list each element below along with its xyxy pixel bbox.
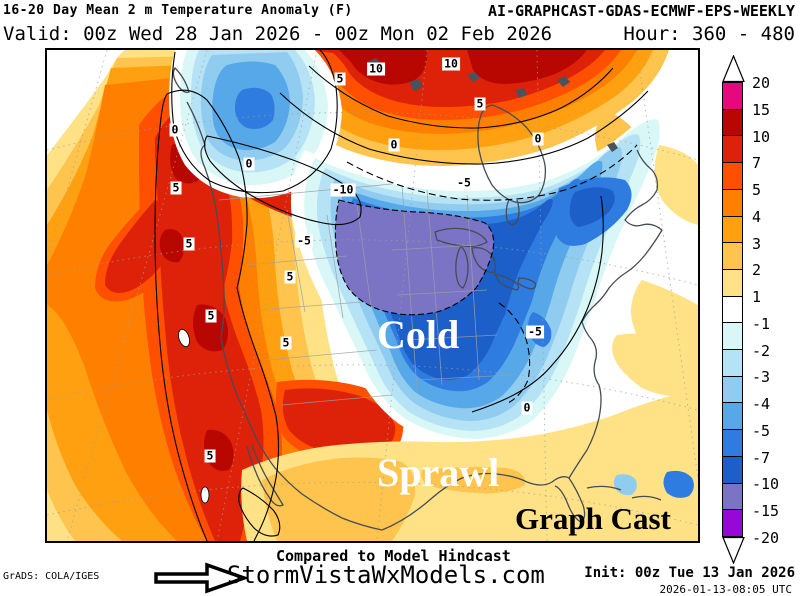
colorbar-up-arrow-icon bbox=[722, 55, 745, 82]
colorbar-swatch bbox=[723, 403, 742, 431]
colorbar-tick-label: -3 bbox=[752, 368, 771, 387]
valid-time-range: Valid: 00z Wed 28 Jan 2026 - 00z Mon 02 … bbox=[3, 23, 553, 45]
colorbar-tick-label: 3 bbox=[752, 234, 762, 253]
cold-sprawl-annotation: Cold Sprawl bbox=[377, 220, 500, 541]
colorbar-tick-label: 1 bbox=[752, 288, 762, 307]
southeast-warm-patches bbox=[241, 145, 698, 541]
colorbar-tick-label: -10 bbox=[752, 475, 780, 494]
forecast-hour-range: Hour: 360 - 480 bbox=[623, 23, 795, 45]
colorbar-tick-label: 7 bbox=[752, 154, 762, 173]
colorbar-tick-label: 10 bbox=[752, 127, 771, 146]
colorbar-swatch bbox=[723, 163, 742, 190]
colorbar-tick-label: -20 bbox=[752, 528, 780, 547]
colorbar-swatch bbox=[723, 483, 742, 511]
colorbar-tick-label: -7 bbox=[752, 448, 771, 467]
map-canvas: 10 10 5 5 0 0 0 0 5 5 -5 5 5 5 -10 -5 -5 0 5 Cold Sprawl G… bbox=[45, 48, 700, 543]
colorbar-swatch bbox=[723, 350, 742, 377]
colorbar-tick-label: -15 bbox=[752, 502, 780, 521]
colorbar-down-arrow-icon bbox=[722, 537, 745, 564]
colorbar-swatch bbox=[723, 269, 742, 297]
colorbar-swatch bbox=[723, 216, 742, 244]
colorbar-tick-label: 2 bbox=[752, 261, 762, 280]
colorbar-swatch bbox=[723, 243, 742, 270]
colorbar: 20 15 10 7 5 4 3 2 1 -1 -2 -3 -4 -5 -7 -10 -15 -20 bbox=[712, 55, 800, 569]
state-borders bbox=[218, 183, 513, 406]
graticule bbox=[47, 50, 698, 541]
colorbar-tick-label: 4 bbox=[752, 207, 762, 226]
colorbar-tick-label: 15 bbox=[752, 100, 771, 119]
model-name: AI-GRAPHCAST-GDAS-ECMWF-EPS-WEEKLY bbox=[487, 2, 795, 20]
contour-lines bbox=[154, 50, 649, 541]
colorbar-swatches bbox=[722, 82, 743, 537]
colorbar-swatch bbox=[723, 296, 742, 324]
colorbar-tick-label: -4 bbox=[752, 395, 771, 414]
colorbar-swatch bbox=[723, 430, 742, 457]
alaska-cold-pocket bbox=[169, 50, 342, 199]
annotation-line: Graph Cast bbox=[515, 501, 671, 536]
colorbar-swatch bbox=[723, 510, 742, 536]
colorbar-swatch bbox=[723, 109, 742, 137]
colorbar-tick-label: -5 bbox=[752, 421, 771, 440]
colorbar-swatch bbox=[723, 456, 742, 484]
colorbar-swatch bbox=[723, 376, 742, 404]
colorbar-swatch bbox=[723, 189, 742, 217]
annotation-line: Sprawl bbox=[377, 450, 500, 495]
colorbar-tick-label: -1 bbox=[752, 314, 771, 333]
annotation-line: Cold bbox=[377, 312, 460, 357]
colorbar-swatch bbox=[723, 136, 742, 164]
colorbar-swatch bbox=[723, 323, 742, 351]
colorbar-tick-label: -2 bbox=[752, 341, 771, 360]
right-arrow-icon bbox=[154, 562, 248, 594]
compared-note: Compared to Model Hindcast bbox=[276, 547, 511, 565]
colorbar-tick-label: 5 bbox=[752, 181, 762, 200]
watermark-site: StormVistaWxModels.com bbox=[227, 561, 545, 589]
init-time: Init: 00z Tue 13 Jan 2026 bbox=[584, 565, 795, 581]
colorbar-tick-label: 20 bbox=[752, 74, 771, 92]
graphcast-annotation: Graph Cast Days 16-20 Temp Anom bbox=[515, 434, 677, 541]
creation-timestamp: 2026-01-13-08:05 UTC bbox=[659, 583, 792, 596]
grads-credit: GrADS: COLA/IGES bbox=[3, 571, 100, 582]
colorbar-swatch bbox=[723, 83, 742, 110]
chart-title: 16-20 Day Mean 2 m Temperature Anomaly (… bbox=[3, 3, 353, 18]
